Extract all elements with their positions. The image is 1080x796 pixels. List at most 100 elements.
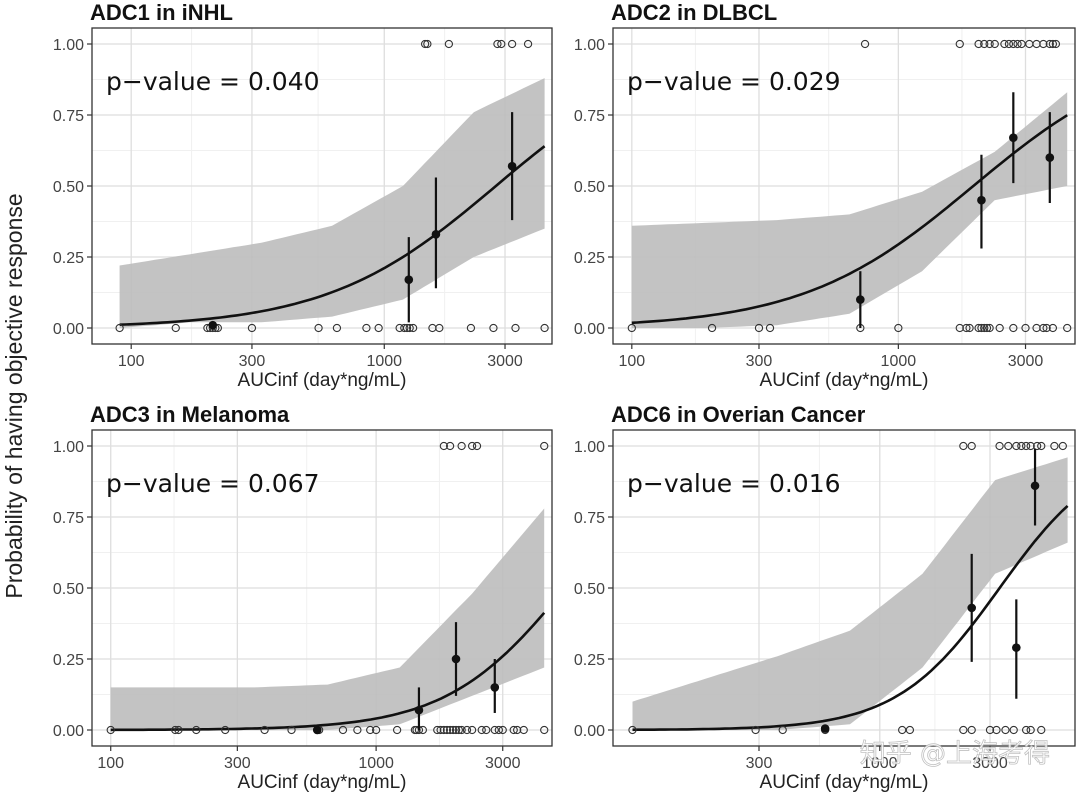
x-tick-label: 1000 [366,353,402,370]
observed-point-nonresponder [980,323,989,333]
binned-estimate-point [490,683,500,692]
y-tick-label: 0.50 [53,581,84,598]
observed-point-nonresponder [977,323,986,333]
observed-point-nonresponder [405,323,414,333]
x-tick-label: 300 [746,755,773,772]
observed-point-nonresponder [489,323,498,333]
binned-estimate-point [208,320,218,330]
observed-point-nonresponder [628,725,637,735]
binned-estimate-point [856,295,865,304]
observed-point-responder [1026,441,1035,451]
y-tick-label: 0.75 [574,108,605,125]
observed-point-nonresponder [451,725,461,735]
observed-point-responder [420,39,430,49]
y-tick-label: 0.50 [574,179,605,196]
observed-point-nonresponder [371,725,381,735]
y-tick-label: 1.00 [574,37,605,54]
y-tick-label: 0.00 [53,321,84,338]
binned-estimate-point [404,275,414,285]
observed-point-nonresponder [965,323,974,333]
x-tick-label: 100 [97,755,124,772]
observed-point-nonresponder [707,323,717,333]
x-axis-title: AUCinf (day*ng/mL) [760,772,929,793]
observed-point-responder [467,441,477,451]
observed-point-nonresponder [962,323,971,333]
observed-point-nonresponder [174,725,183,735]
observed-point-nonresponder [287,725,296,735]
observed-point-nonresponder [982,323,992,333]
fitted-curve [631,114,1068,325]
panel-title: ADC6 in Overian Cancer [611,402,866,427]
observed-point-responder [444,39,454,49]
observed-point-nonresponder [959,725,968,735]
observed-point-responder [1032,441,1042,451]
y-axis-title: Probability of having objective response [1,193,27,598]
observed-point-nonresponder [498,725,507,735]
observed-point-responder [507,39,517,49]
panel-title: ADC1 in iNHL [90,0,233,25]
observed-point-nonresponder [992,725,1001,735]
observed-point-responder [1039,39,1048,49]
x-axis-title: AUCinf (day*ng/mL) [760,370,929,391]
observed-point-nonresponder [955,323,964,333]
observed-point-responder [967,441,976,451]
observed-point-responder [1013,39,1022,49]
observed-point-nonresponder [1037,725,1046,735]
x-axis-title: AUCinf (day*ng/mL) [238,772,407,793]
x-tick-label: 300 [224,755,251,772]
binned-estimate-point [1045,153,1055,162]
x-tick-label: 1000 [881,353,917,370]
x-tick-label: 3000 [487,353,523,370]
observed-point-responder [1017,441,1026,451]
observed-point-responder [1037,441,1046,451]
chart-panel-2: 0.00 0.25 0.50 0.75 1.00 100 300 1000 3000 AUCinf… [574,0,1076,391]
observed-point-nonresponder [1063,323,1072,333]
chart-panel-4: 0.00 0.25 0.50 0.75 1.00 300 1000 3000 AUCinf (d… [574,402,1076,793]
observed-point-nonresponder [171,725,180,735]
observed-point-nonresponder [221,725,230,735]
observed-point-responder [1009,39,1018,49]
panel-title: ADC2 in DLBCL [611,0,777,25]
observed-point-responder [472,441,482,451]
observed-point-nonresponder [519,725,528,735]
observed-point-nonresponder [509,725,518,735]
observed-point-nonresponder [1026,725,1035,735]
binned-estimate-point [507,161,517,171]
binned-estimate-point [820,724,830,733]
observed-point-nonresponder [985,323,994,333]
binned-estimate-point [1030,481,1040,491]
observed-point-nonresponder [1039,323,1048,333]
x-tick-label: 100 [618,353,645,370]
observed-point-nonresponder [751,725,760,735]
y-tick-label: 0.75 [53,510,84,527]
x-tick-label: 1000 [862,755,898,772]
y-tick-label: 1.00 [53,37,84,54]
observed-point-nonresponder [466,323,476,333]
observed-point-responder [959,441,968,451]
binned-estimate-point [431,229,441,239]
observed-point-responder [439,441,449,451]
fitted-curve [119,145,546,326]
observed-point-nonresponder [433,725,442,735]
observed-point-responder [990,39,999,49]
observed-point-responder [980,39,989,49]
y-tick-label: 0.00 [574,321,605,338]
observed-point-nonresponder [894,323,903,333]
observed-point-nonresponder [540,725,549,735]
observed-point-responder [1004,441,1013,451]
confidence-band [631,92,1068,328]
observed-point-nonresponder [362,323,371,333]
fitted-curve [632,504,1069,732]
observed-point-responder [860,39,870,49]
observed-point-nonresponder [511,323,520,333]
observed-point-nonresponder [467,725,477,735]
binned-estimate-point [1012,643,1021,652]
observed-point-nonresponder [412,725,421,735]
confidence-band [119,78,545,328]
observed-point-responder [995,441,1004,451]
observed-point-nonresponder [490,725,499,735]
observed-point-responder [1050,441,1059,451]
observed-point-responder [985,39,994,49]
x-tick-label: 100 [118,353,145,370]
